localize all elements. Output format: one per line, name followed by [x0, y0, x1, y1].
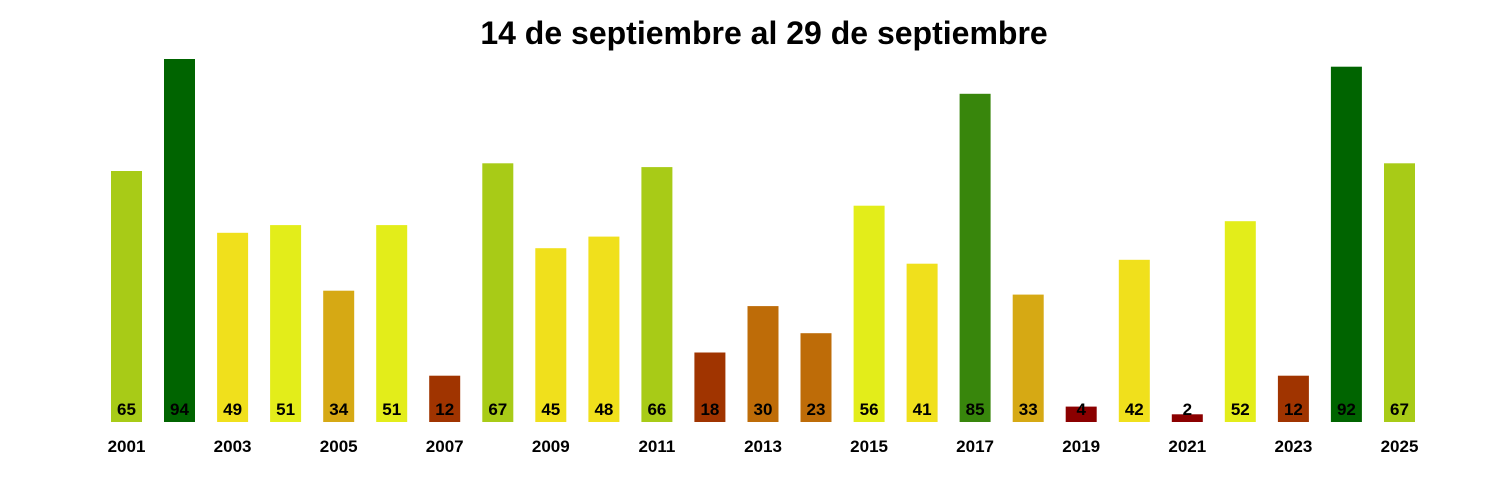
value-label-2004: 51: [276, 400, 295, 419]
value-label-2003: 49: [223, 400, 242, 419]
value-label-2005: 34: [329, 400, 348, 419]
value-label-2009: 45: [541, 400, 560, 419]
bar-2019: [1065, 406, 1097, 422]
x-tick-label-2009: 2009: [532, 437, 570, 456]
bar-2017: [959, 93, 991, 423]
bar-2025: [1384, 163, 1415, 423]
x-tick-label-2011: 2011: [638, 437, 675, 456]
bar-2005: [323, 290, 355, 422]
value-label-2023: 12: [1284, 400, 1303, 419]
value-label-2020: 42: [1125, 400, 1144, 419]
value-label-2024: 92: [1337, 400, 1356, 419]
x-tick-label-2013: 2013: [744, 437, 782, 456]
bar-2023: [1277, 375, 1309, 422]
bar-2011: [641, 167, 673, 422]
x-tick-label-2001: 2001: [108, 437, 146, 456]
bar-2009: [535, 248, 567, 422]
bar-2016: [906, 263, 938, 422]
bar-2021: [1171, 414, 1203, 422]
value-label-2018: 33: [1019, 400, 1038, 419]
bar-2014: [800, 333, 832, 422]
x-tick-label-2003: 2003: [214, 437, 252, 456]
value-label-2006: 51: [382, 400, 401, 419]
x-tick-label-2015: 2015: [850, 437, 888, 456]
value-label-2008: 67: [488, 400, 507, 419]
bar-2015: [853, 205, 885, 422]
value-label-2011: 66: [647, 400, 666, 419]
value-label-2013: 30: [754, 400, 773, 419]
bar-2008: [482, 163, 514, 423]
value-label-2021: 2: [1183, 400, 1192, 419]
x-tick-label-2023: 2023: [1274, 437, 1312, 456]
value-label-2001: 65: [117, 400, 136, 419]
value-label-2015: 56: [860, 400, 879, 419]
bar-2003: [217, 232, 249, 422]
value-label-2025: 67: [1390, 400, 1409, 419]
x-tick-label-2025: 2025: [1381, 437, 1419, 456]
x-tick-label-2005: 2005: [320, 437, 358, 456]
bar-2007: [429, 375, 461, 422]
x-tick-label-2007: 2007: [426, 437, 464, 456]
bar-2002: [164, 59, 195, 422]
bar-2013: [747, 306, 779, 422]
value-label-2010: 48: [594, 400, 613, 419]
bar-2010: [588, 236, 620, 422]
value-label-2002: 94: [170, 400, 189, 419]
x-tick-label-2021: 2021: [1168, 437, 1206, 456]
bar-2018: [1012, 294, 1044, 422]
value-label-2007: 12: [435, 400, 454, 419]
x-tick-label-2019: 2019: [1062, 437, 1100, 456]
x-axis-ticks-group: 2001 2003 2005 2007 2009 2011 2013 2015 2017 2019…: [108, 437, 1419, 456]
value-label-2012: 18: [700, 400, 719, 419]
value-label-2019: 4: [1076, 400, 1086, 419]
bars-group: [111, 59, 1415, 423]
bar-2024: [1330, 66, 1362, 422]
bar-2004: [270, 225, 302, 422]
bar-2001: [111, 171, 142, 422]
value-label-2014: 23: [807, 400, 826, 419]
chart-title: 14 de septiembre al 29 de septiembre: [480, 15, 1047, 51]
value-label-2022: 52: [1231, 400, 1250, 419]
value-label-2017: 85: [966, 400, 985, 419]
bar-2022: [1224, 221, 1256, 422]
value-label-2016: 41: [913, 400, 932, 419]
bar-2012: [694, 352, 726, 422]
bar-2006: [376, 225, 408, 422]
value-labels-group: 65 94 49 51 34 51 12 67 45 48 66 18 30 23 56 41 85 33 4 42 2…: [117, 400, 1409, 419]
x-tick-label-2017: 2017: [956, 437, 994, 456]
bar-2020: [1118, 259, 1150, 422]
